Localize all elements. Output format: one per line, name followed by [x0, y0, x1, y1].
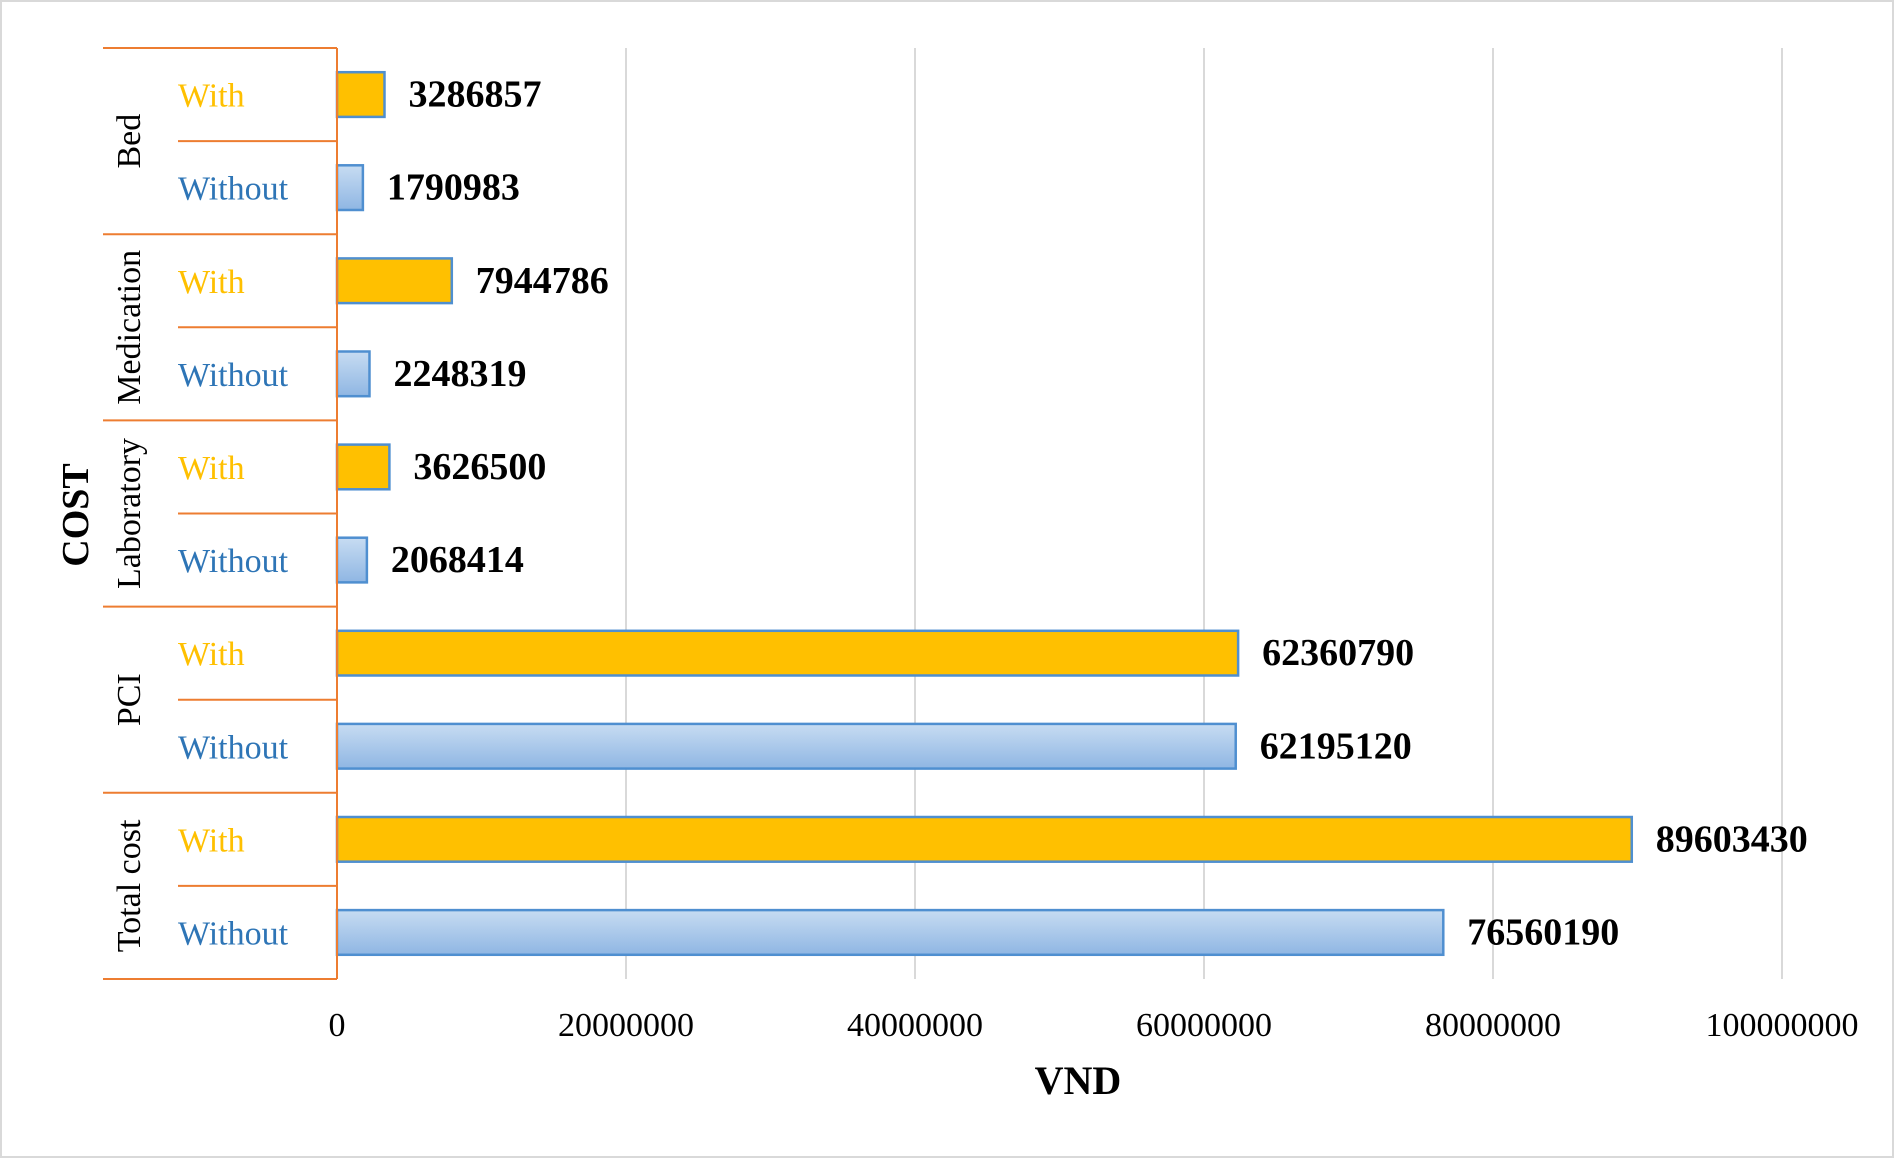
series-label-without: Without	[178, 915, 289, 952]
category-group-label: Total cost	[111, 819, 148, 952]
bar-with	[335, 443, 391, 491]
y-axis-title: COST	[55, 463, 97, 566]
series-label-with: With	[178, 636, 245, 673]
bar-with	[335, 257, 454, 305]
x-tick-label: 60000000	[1136, 1007, 1272, 1044]
bar-without	[335, 350, 371, 398]
series-label-with: With	[178, 822, 245, 859]
bar-without	[335, 164, 365, 212]
series-label-without: Without	[178, 543, 289, 580]
bar-without	[335, 722, 1237, 770]
category-group-label: Laboratory	[111, 438, 148, 589]
series-label-with: With	[178, 78, 245, 115]
x-tick-label: 0	[329, 1007, 346, 1044]
bar-without	[335, 536, 369, 584]
bar-with	[335, 629, 1240, 677]
bars: 3286857 1790983 7944786 2248319 3626500 20684…	[335, 70, 1808, 957]
x-axis-title: VND	[1035, 1058, 1122, 1103]
bar-value-label: 2068414	[391, 539, 524, 581]
category-group-label: PCI	[111, 673, 148, 726]
series-label-without: Without	[178, 171, 289, 208]
bar-value-label: 3286857	[408, 74, 541, 116]
bar-value-label: 89603430	[1656, 818, 1808, 860]
bar-value-label: 7944786	[476, 260, 609, 302]
bar-value-label: 3626500	[413, 446, 546, 488]
series-label-without: Without	[178, 729, 289, 766]
x-tick-label: 100000000	[1706, 1007, 1859, 1044]
series-label-without: Without	[178, 357, 289, 394]
series-label-with: With	[178, 264, 245, 301]
series-label-with: With	[178, 450, 245, 487]
x-tick-label: 20000000	[558, 1007, 694, 1044]
bar-without	[335, 908, 1445, 957]
bar-with	[335, 815, 1634, 863]
x-tick-label: 80000000	[1425, 1007, 1561, 1044]
bar-value-label: 1790983	[387, 167, 520, 209]
x-tick-label: 40000000	[847, 1007, 983, 1044]
x-axis-ticks: 0 20000000 40000000 60000000 80000000 1000000…	[329, 1007, 1859, 1044]
category-group-label: Bed	[111, 114, 148, 169]
bar-value-label: 2248319	[393, 353, 526, 395]
bar-value-label: 62360790	[1262, 632, 1414, 674]
bar-value-label: 76560190	[1467, 911, 1619, 953]
bar-with	[335, 70, 386, 119]
category-group-label: Medication	[111, 250, 148, 405]
bar-value-label: 62195120	[1260, 725, 1412, 767]
category-axis: Bed With Without Medication With Without Labor…	[103, 47, 338, 980]
